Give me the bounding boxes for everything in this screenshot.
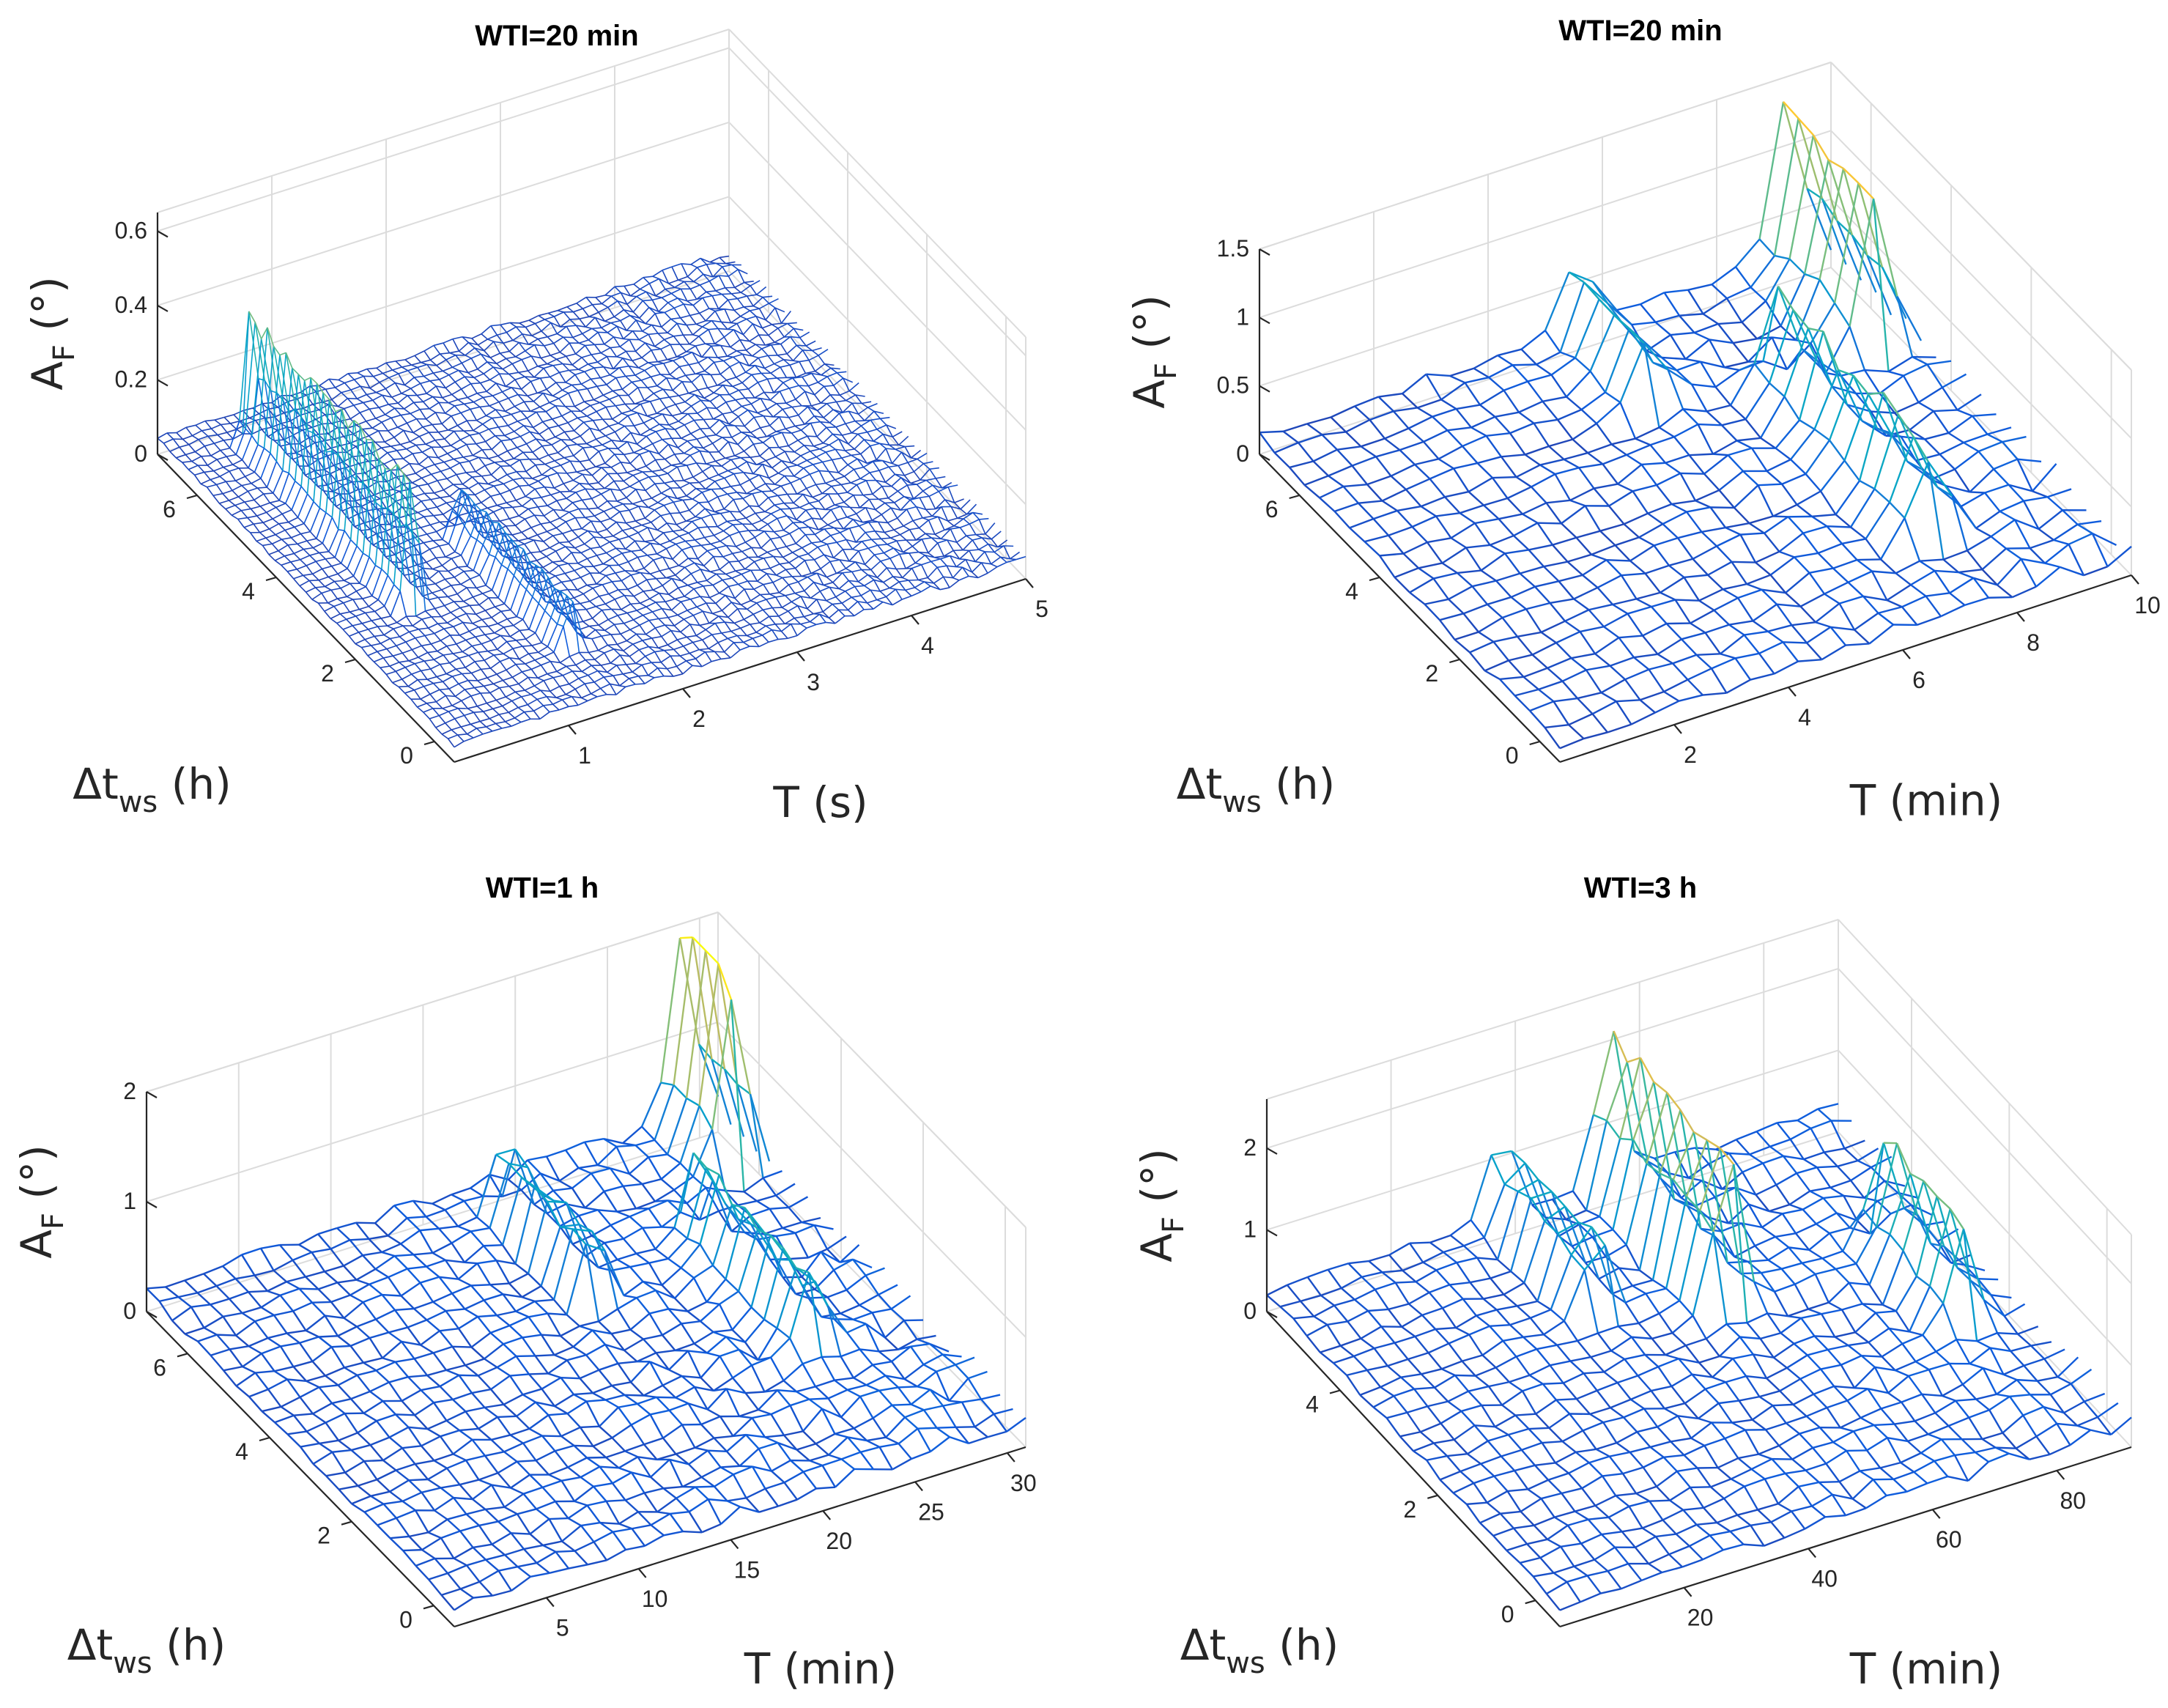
z-axis-label: AF (°) [1125, 295, 1183, 408]
x-tick-label: 25 [918, 1498, 944, 1525]
y-tick-label: 0 [1501, 1601, 1514, 1627]
x-tick-label: 4 [1798, 704, 1811, 731]
x-tick-label: 6 [1912, 667, 1925, 693]
surface-mesh [157, 255, 1026, 748]
x-tick-label: 3 [807, 669, 820, 695]
y-tick-label: 6 [1265, 496, 1279, 522]
chart-title: WTI=20 min [475, 20, 638, 52]
y-tick-label: 0 [399, 1606, 412, 1633]
z-axis-ticks: 0 0.2 0.4 0.6 [115, 217, 169, 467]
z-axis-label: AF (°) [23, 276, 81, 390]
x-tick-label: 2 [692, 706, 706, 732]
x-tick-label: 2 [1684, 742, 1697, 768]
y-axis-label: Δtws (h) [67, 1620, 226, 1680]
y-axis-ticks: 0 2 4 [1306, 1389, 1536, 1627]
z-tick-label: 0 [1243, 1298, 1257, 1324]
surface-mesh [1259, 101, 2132, 750]
y-axis-label: Δtws (h) [1180, 1620, 1339, 1680]
x-tick-label: 80 [2060, 1487, 2086, 1514]
grid-lines [146, 912, 1026, 1448]
z-tick-label: 2 [123, 1078, 136, 1104]
x-axis-label: T (min) [744, 1644, 898, 1694]
y-tick-label: 2 [317, 1523, 330, 1549]
surface-plot-top-right: WTI=20 min 2 4 6 8 10 0 2 4 6 0 0.5 1 1.5 T (min) Δtws … [1125, 15, 2161, 826]
z-tick-label: 0 [123, 1298, 136, 1324]
y-axis-label: Δtws (h) [1177, 759, 1335, 819]
x-tick-label: 10 [2134, 592, 2161, 618]
x-axis-label: T (s) [772, 777, 867, 827]
x-tick-label: 60 [1936, 1526, 1962, 1553]
x-axis-label: T (min) [1849, 776, 2003, 826]
x-tick-label: 15 [734, 1556, 761, 1583]
chart-title: WTI=3 h [1584, 872, 1697, 904]
y-tick-label: 0 [400, 742, 413, 769]
x-axis-ticks: 2 4 6 8 10 [1673, 574, 2161, 768]
y-axis-ticks: 0 2 4 6 [1265, 494, 1540, 769]
z-axis-ticks: 0 1 2 [123, 1078, 158, 1324]
y-tick-label: 4 [235, 1438, 248, 1465]
x-tick-label: 8 [2027, 629, 2040, 656]
z-axis-ticks: 0 1 2 [1243, 1134, 1278, 1324]
x-axis-ticks: 20 40 60 80 [1683, 1470, 2086, 1631]
y-tick-label: 0 [1506, 742, 1519, 769]
x-axis-ticks: 5 10 15 20 25 30 [545, 1452, 1037, 1641]
z-axis-label: AF (°) [1132, 1148, 1191, 1262]
y-axis-label: Δtws (h) [73, 759, 231, 819]
grid-lines [1266, 919, 2132, 1448]
y-tick-label: 2 [1425, 660, 1438, 687]
z-tick-label: 2 [1243, 1134, 1257, 1161]
chart-title: WTI=20 min [1558, 15, 1722, 47]
x-tick-label: 1 [578, 742, 591, 769]
z-axis-ticks: 0 0.5 1 1.5 [1217, 235, 1270, 467]
z-tick-label: 0 [1236, 440, 1249, 467]
y-axis-ticks: 0 2 4 6 [153, 1353, 434, 1633]
surface-plot-bottom-left: WTI=1 h 5 10 15 20 25 30 0 2 4 6 0 1 2 T (min) Δtws (h)… [12, 872, 1037, 1694]
x-tick-label: 20 [826, 1528, 852, 1554]
y-tick-label: 2 [321, 660, 334, 687]
y-tick-label: 2 [1403, 1496, 1416, 1523]
z-tick-label: 0.5 [1217, 372, 1249, 399]
z-tick-label: 1 [1236, 303, 1249, 330]
x-axis-label: T (min) [1849, 1644, 2003, 1694]
y-tick-label: 6 [163, 496, 176, 522]
x-tick-label: 40 [1811, 1565, 1838, 1591]
y-tick-label: 4 [1306, 1391, 1319, 1418]
z-tick-label: 1.5 [1217, 235, 1249, 262]
axes [1265, 1099, 2132, 1628]
z-tick-label: 0.6 [115, 217, 147, 243]
z-tick-label: 1 [123, 1188, 136, 1214]
x-tick-label: 5 [556, 1614, 569, 1641]
axes [156, 212, 1026, 764]
y-tick-label: 4 [1345, 578, 1358, 605]
y-tick-label: 4 [242, 578, 255, 605]
panel-bottom-right: WTI=3 h 20 40 60 80 0 2 4 0 1 2 T (min) Δtws (h) AF (… [1084, 854, 2167, 1707]
x-tick-label: 5 [1035, 596, 1048, 622]
panel-bottom-left: WTI=1 h 5 10 15 20 25 30 0 2 4 6 0 1 2 T (min) Δtws (h)… [0, 854, 1084, 1707]
panel-top-right: WTI=20 min 2 4 6 8 10 0 2 4 6 0 0.5 1 1.5 T (min) Δtws … [1084, 0, 2167, 854]
z-tick-label: 0 [134, 440, 147, 467]
surface-mesh [146, 936, 1026, 1611]
x-tick-label: 4 [921, 632, 934, 659]
y-tick-label: 6 [153, 1354, 166, 1380]
panel-top-left: WTI=20 min 1 2 3 4 5 0 2 4 6 0 0.2 0.4 0.6 T (s) Δtws (… [0, 0, 1084, 854]
grid-lines [1259, 62, 2132, 576]
z-tick-label: 0.4 [115, 292, 147, 318]
axes [1258, 249, 2132, 764]
x-tick-label: 10 [642, 1586, 668, 1612]
x-tick-label: 30 [1010, 1470, 1037, 1496]
y-axis-ticks: 0 2 4 6 [163, 494, 435, 769]
surface-plot-top-left: WTI=20 min 1 2 3 4 5 0 2 4 6 0 0.2 0.4 0.6 T (s) Δtws (… [23, 20, 1048, 827]
x-axis-ticks: 1 2 3 4 5 [568, 578, 1048, 769]
surface-mesh [1266, 1030, 2132, 1611]
chart-title: WTI=1 h [486, 872, 599, 904]
z-axis-label: AF (°) [12, 1145, 70, 1258]
z-tick-label: 1 [1243, 1216, 1257, 1242]
x-tick-label: 20 [1687, 1605, 1714, 1631]
z-tick-label: 0.2 [115, 366, 147, 392]
